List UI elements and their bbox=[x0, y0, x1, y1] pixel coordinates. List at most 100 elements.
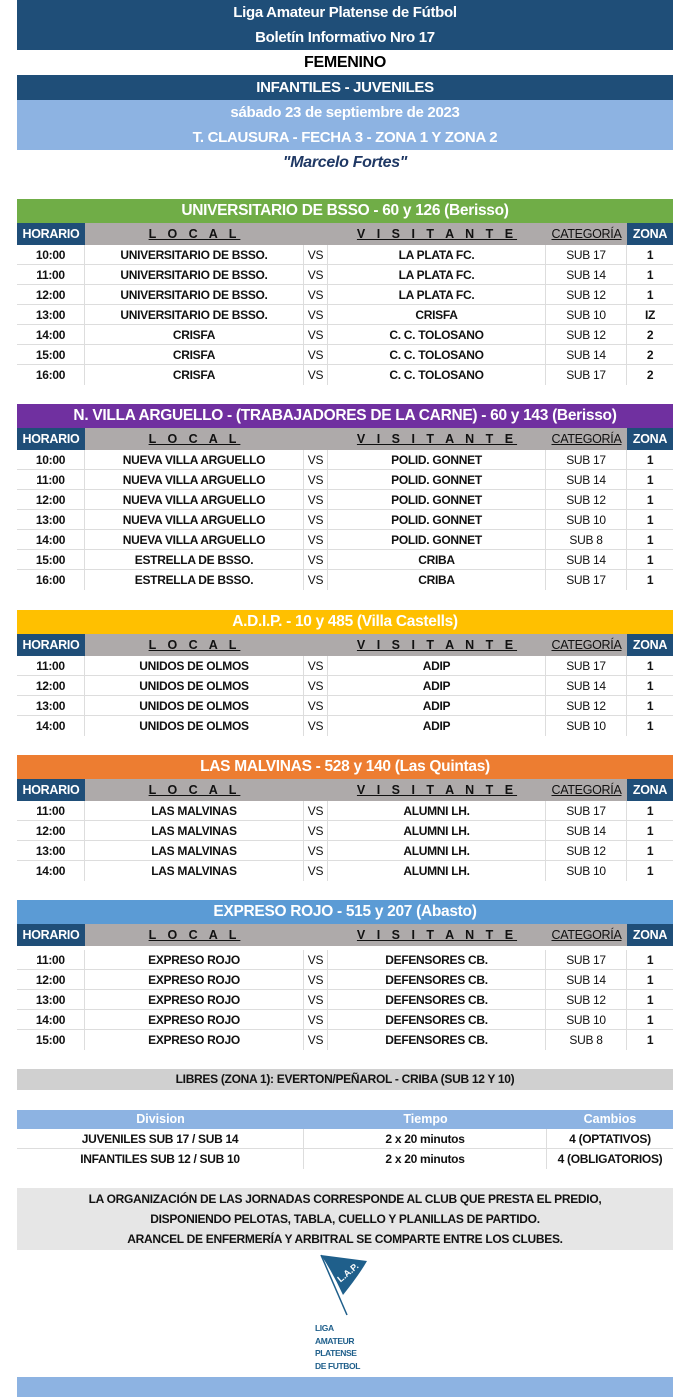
match-zone: 1 bbox=[627, 470, 673, 490]
time-col-header: Tiempo bbox=[403, 1112, 448, 1126]
match-vs: VS bbox=[304, 450, 328, 470]
header-visitante: V I S I T A N T E bbox=[328, 634, 546, 656]
match-local: EXPRESO ROJO bbox=[85, 1030, 304, 1050]
match-time: 10:00 bbox=[17, 245, 85, 265]
header-horario: HORARIO bbox=[17, 779, 85, 801]
match-vs: VS bbox=[304, 970, 328, 990]
match-row: 13:00 EXPRESO ROJO VS DEFENSORES CB. SUB 12 1 bbox=[17, 990, 673, 1010]
match-vs: VS bbox=[304, 676, 328, 696]
match-visitor: POLID. GONNET bbox=[328, 470, 546, 490]
match-zone: 1 bbox=[627, 450, 673, 470]
match-zone: 1 bbox=[646, 719, 654, 733]
header-vs-blank bbox=[304, 428, 328, 450]
header-categoria-label: CATEGORÍA bbox=[551, 638, 622, 652]
match-date: sábado 23 de septiembre de 2023 bbox=[17, 100, 673, 125]
match-vs: VS bbox=[304, 345, 328, 365]
match-zone: 1 bbox=[646, 1033, 654, 1047]
match-time: 16:00 bbox=[17, 570, 85, 590]
match-visitor: ALUMNI LH. bbox=[328, 821, 546, 841]
match-vs: VS bbox=[304, 245, 328, 265]
match-time: 12:00 bbox=[17, 821, 85, 841]
match-zone: 1 bbox=[646, 864, 654, 878]
match-row: 14:00 UNIDOS DE OLMOS VS ADIP SUB 10 1 bbox=[17, 716, 673, 736]
header-visitante: V I S I T A N T E bbox=[328, 779, 546, 801]
match-category: SUB 8 bbox=[546, 530, 627, 550]
match-row: 16:00 ESTRELLA DE BSSO. VS CRIBA SUB 17 1 bbox=[17, 570, 673, 590]
match-vs: VS bbox=[304, 950, 328, 970]
time-cell: 2 x 20 minutos bbox=[304, 1149, 547, 1169]
header-visitante: V I S I T A N T E bbox=[328, 223, 546, 245]
match-category: SUB 10 bbox=[546, 716, 627, 736]
header-horario-label: HORARIO bbox=[22, 227, 80, 241]
header-vs-blank bbox=[304, 924, 328, 946]
match-local: UNIVERSITARIO DE BSSO. bbox=[85, 285, 304, 305]
match-zone: 1 bbox=[627, 550, 673, 570]
header-visitante-label: V I S I T A N T E bbox=[356, 227, 518, 241]
match-visitor: DEFENSORES CB. bbox=[328, 990, 546, 1010]
match-row: 14:00 NUEVA VILLA ARGUELLO VS POLID. GONNET… bbox=[17, 530, 673, 550]
league-logo: L.A.P. LIGA AMATEUR PLATENSE DE FUTBOL bbox=[315, 1253, 375, 1371]
header-zona-label: ZONA bbox=[632, 432, 668, 446]
header-horario-label: HORARIO bbox=[22, 432, 80, 446]
bulletin-number: Boletín Informativo Nro 17 bbox=[17, 25, 673, 50]
match-vs: VS bbox=[304, 1010, 328, 1030]
match-category: SUB 17 bbox=[546, 450, 627, 470]
match-visitor: DEFENSORES CB. bbox=[328, 950, 546, 970]
header-vs-blank bbox=[304, 223, 328, 245]
match-row: 12:00 UNIDOS DE OLMOS VS ADIP SUB 14 1 bbox=[17, 676, 673, 696]
bulletin-header: Liga Amateur Platense de Fútbol Boletín … bbox=[17, 0, 673, 175]
header-local: L O C A L bbox=[85, 428, 304, 450]
match-zone: 1 bbox=[627, 490, 673, 510]
header-visitante-label: V I S I T A N T E bbox=[356, 432, 518, 446]
column-header-row: HORARIO L O C A L V I S I T A N T E CATEGOR… bbox=[17, 223, 673, 245]
match-vs: VS bbox=[304, 656, 328, 676]
match-category: SUB 17 bbox=[546, 656, 627, 676]
match-visitor: C. C. TOLOSANO bbox=[328, 345, 546, 365]
match-local: NUEVA VILLA ARGUELLO bbox=[85, 490, 304, 510]
match-zone: 1 bbox=[627, 1010, 673, 1030]
match-local: UNIVERSITARIO DE BSSO. bbox=[85, 265, 304, 285]
match-row: 10:00 NUEVA VILLA ARGUELLO VS POLID. GONNET… bbox=[17, 450, 673, 470]
match-time: 14:00 bbox=[17, 530, 85, 550]
match-zone: 1 bbox=[646, 573, 654, 587]
header-local: L O C A L bbox=[85, 779, 304, 801]
match-zone: 1 bbox=[627, 676, 673, 696]
footer-band bbox=[17, 1377, 673, 1397]
header-categoria-label: CATEGORÍA bbox=[551, 928, 622, 942]
division-col-header: Division bbox=[136, 1112, 185, 1126]
header-horario-label: HORARIO bbox=[22, 928, 80, 942]
match-time: 13:00 bbox=[17, 990, 85, 1010]
division-header: Division Tiempo Cambios bbox=[17, 1110, 673, 1129]
division-row: JUVENILES SUB 17 / SUB 14 2 x 20 minutos… bbox=[17, 1129, 673, 1149]
match-time: 14:00 bbox=[17, 1010, 85, 1030]
gender-title: FEMENINO bbox=[303, 54, 387, 71]
match-row: 11:00 LAS MALVINAS VS ALUMNI LH. SUB 17 1 bbox=[17, 801, 673, 821]
header-categoria: CATEGORÍA bbox=[546, 428, 627, 450]
match-category: SUB 10 bbox=[546, 305, 627, 325]
header-categoria: CATEGORÍA bbox=[546, 223, 627, 245]
venue-section: LAS MALVINAS - 528 y 140 (Las Quintas) HO… bbox=[17, 755, 673, 881]
tournament-round: T. CLAUSURA - FECHA 3 - ZONA 1 Y ZONA 2 bbox=[17, 125, 673, 150]
match-vs: VS bbox=[304, 470, 328, 490]
match-time: 11:00 bbox=[17, 470, 85, 490]
match-category: SUB 12 bbox=[546, 841, 627, 861]
match-time: 11:00 bbox=[17, 801, 85, 821]
match-time: 16:00 bbox=[17, 365, 85, 385]
match-visitor: POLID. GONNET bbox=[328, 530, 546, 550]
match-zone: 1 bbox=[627, 821, 673, 841]
match-vs: VS bbox=[304, 530, 328, 550]
match-category: SUB 12 bbox=[546, 325, 627, 345]
match-row: 12:00 UNIVERSITARIO DE BSSO. VS LA PLATA FC… bbox=[17, 285, 673, 305]
match-local: ESTRELLA DE BSSO. bbox=[85, 570, 304, 590]
match-local: NUEVA VILLA ARGUELLO bbox=[85, 450, 304, 470]
header-local-label: L O C A L bbox=[148, 928, 241, 942]
match-zone: 1 bbox=[627, 285, 673, 305]
match-row: 15:00 CRISFA VS C. C. TOLOSANO SUB 14 2 bbox=[17, 345, 673, 365]
match-visitor: CRIBA bbox=[328, 550, 546, 570]
logo-text: LIGA AMATEUR PLATENSE DE FUTBOL bbox=[315, 1322, 375, 1372]
match-visitor: LA PLATA FC. bbox=[328, 245, 546, 265]
match-row: 10:00 UNIVERSITARIO DE BSSO. VS LA PLATA FC… bbox=[17, 245, 673, 265]
logo-line: DE FUTBOL bbox=[315, 1360, 361, 1371]
header-zona: ZONA bbox=[627, 634, 673, 656]
match-row: 13:00 UNIDOS DE OLMOS VS ADIP SUB 12 1 bbox=[17, 696, 673, 716]
